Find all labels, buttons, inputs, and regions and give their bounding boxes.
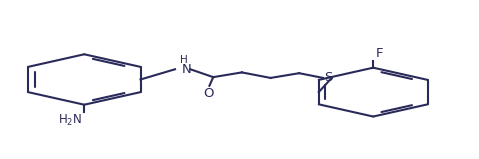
Text: N: N: [182, 63, 192, 76]
Text: S: S: [324, 71, 332, 84]
Text: $\mathregular{H_2N}$: $\mathregular{H_2N}$: [58, 113, 82, 128]
Text: O: O: [203, 87, 214, 100]
Text: F: F: [376, 47, 383, 60]
Text: H: H: [180, 55, 187, 65]
